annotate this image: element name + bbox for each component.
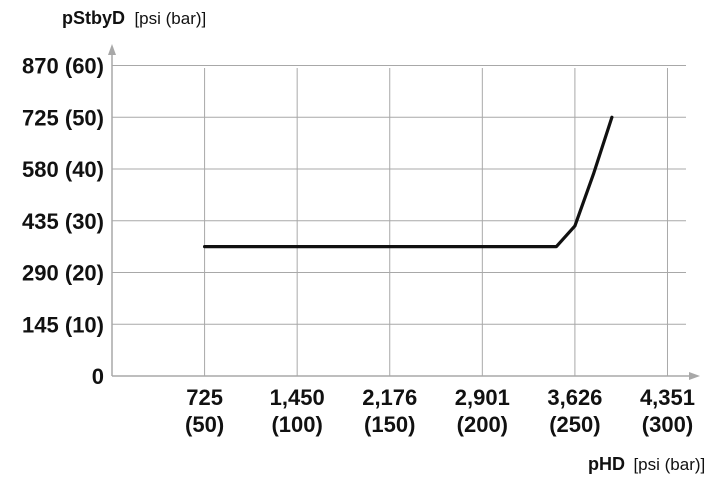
x-tick-label-bar: (150) bbox=[364, 412, 415, 437]
axes bbox=[108, 44, 700, 380]
x-tick-label-bar: (300) bbox=[642, 412, 693, 437]
y-axis-symbol: pStbyD bbox=[62, 8, 125, 28]
x-tick-label-bar: (50) bbox=[185, 412, 224, 437]
x-tick-label-psi: 3,626 bbox=[547, 385, 602, 410]
x-tick-label-bar: (200) bbox=[457, 412, 508, 437]
series-layer bbox=[203, 115, 614, 249]
y-tick-labels: 0 145 (10) 290 (20) 435 (30) 580 (40) 725 (50… bbox=[22, 54, 104, 389]
y-tick-label: 290 (20) bbox=[22, 261, 104, 286]
x-axis-title: pHD [psi (bar)] bbox=[588, 454, 705, 474]
x-tick-label-bar: (100) bbox=[271, 412, 322, 437]
x-tick-label-psi: 1,450 bbox=[270, 385, 325, 410]
x-axis-unit: [psi (bar)] bbox=[633, 455, 705, 474]
y-tick-label: 725 (50) bbox=[22, 105, 104, 130]
x-tick-label-psi: 2,176 bbox=[362, 385, 417, 410]
x-tick-labels: 725(50) 1,450(100) 2,176(150) 2,901(200) 3,6… bbox=[185, 385, 695, 437]
y-axis-arrow bbox=[108, 44, 116, 55]
y-tick-label: 145 (10) bbox=[22, 312, 104, 337]
y-tick-label: 0 bbox=[92, 364, 104, 389]
x-tick-label-psi: 4,351 bbox=[640, 385, 695, 410]
grid bbox=[112, 65, 686, 376]
y-tick-label: 435 (30) bbox=[22, 209, 104, 234]
y-tick-label: 580 (40) bbox=[22, 157, 104, 182]
series-line bbox=[203, 115, 614, 249]
x-tick-label-bar: (250) bbox=[549, 412, 600, 437]
y-tick-label: 870 (60) bbox=[22, 54, 104, 79]
x-axis-arrow bbox=[689, 372, 700, 380]
x-tick-label-psi: 2,901 bbox=[455, 385, 510, 410]
y-axis-title: pStbyD [psi (bar)] bbox=[62, 8, 206, 28]
x-axis-symbol: pHD bbox=[588, 454, 625, 474]
y-axis-unit: [psi (bar)] bbox=[134, 9, 206, 28]
x-tick-label-psi: 725 bbox=[186, 385, 223, 410]
